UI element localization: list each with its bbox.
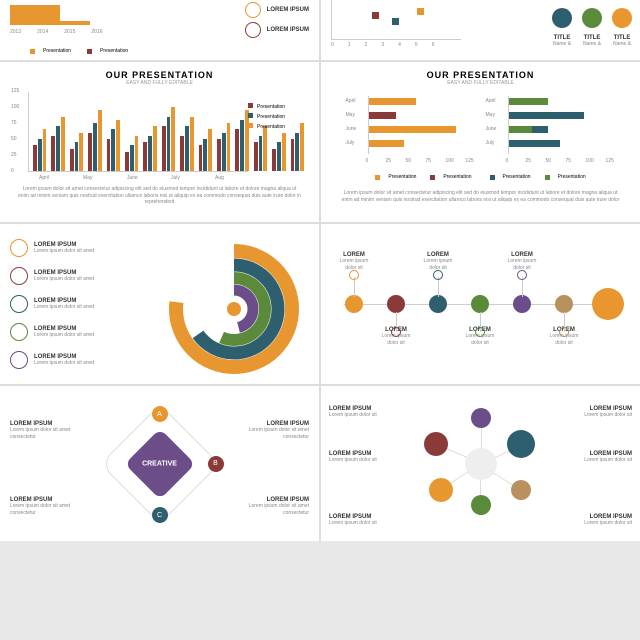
slide-1: 2013201420152016 PresentationPresentatio…: [0, 0, 319, 60]
slide-5: LOREM IPSUMLorem ipsum dolor sit ametLOR…: [0, 224, 319, 384]
slide-8: LOREM IPSUMLorem ipsum dolor sit LOREM I…: [321, 386, 640, 541]
slide-7: CREATIVE A B C LOREM IPSUMLorem ipsum do…: [0, 386, 319, 541]
radial-chart: [169, 244, 299, 374]
slide-grid: 2013201420152016 PresentationPresentatio…: [0, 0, 640, 541]
slide-4: OUR PRESENTATION EASY AND FULLY EDITABLE…: [321, 62, 640, 222]
slide-2: 0123456 TITLEName & TITLEName & TITLENam…: [321, 0, 640, 60]
slide-3: OUR PRESENTATION EASY AND FULLY EDITABLE…: [0, 62, 319, 222]
slide-6: LOREMLorem ipsum dolor sitLOREMLorem ips…: [321, 224, 640, 384]
